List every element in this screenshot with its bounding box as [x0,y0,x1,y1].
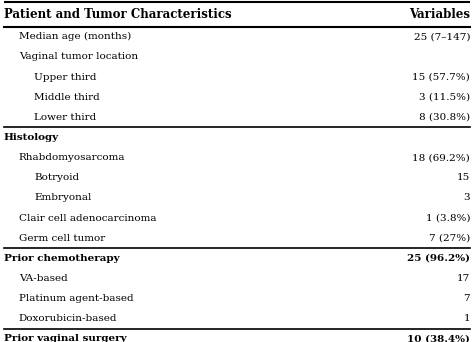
Text: 7 (27%): 7 (27%) [429,234,470,243]
Text: 8 (30.8%): 8 (30.8%) [419,113,470,122]
Text: Median age (months): Median age (months) [19,32,131,41]
Text: Variables: Variables [409,8,470,21]
Text: Histology: Histology [4,133,59,142]
Text: 17: 17 [457,274,470,283]
Text: VA-based: VA-based [19,274,68,283]
Text: Botryoid: Botryoid [34,173,79,182]
Text: 18 (69.2%): 18 (69.2%) [412,153,470,162]
Text: Prior chemotherapy: Prior chemotherapy [4,254,119,263]
Text: Doxorubicin-based: Doxorubicin-based [19,314,118,323]
Text: 25 (96.2%): 25 (96.2%) [407,254,470,263]
Text: Clair cell adenocarcinoma: Clair cell adenocarcinoma [19,213,156,223]
Text: 15: 15 [457,173,470,182]
Text: 3 (11.5%): 3 (11.5%) [419,93,470,102]
Text: 25 (7–147): 25 (7–147) [414,32,470,41]
Text: 10 (38.4%): 10 (38.4%) [407,334,470,342]
Text: Upper third: Upper third [34,73,97,81]
Text: Platinum agent-based: Platinum agent-based [19,294,134,303]
Text: Middle third: Middle third [34,93,100,102]
Text: Prior vaginal surgery: Prior vaginal surgery [4,334,127,342]
Text: 1 (3.8%): 1 (3.8%) [426,213,470,223]
Text: Embryonal: Embryonal [34,193,91,202]
Text: Patient and Tumor Characteristics: Patient and Tumor Characteristics [4,8,231,21]
Text: Vaginal tumor location: Vaginal tumor location [19,52,138,62]
Text: 3: 3 [464,193,470,202]
Text: 15 (57.7%): 15 (57.7%) [412,73,470,81]
Text: 7: 7 [464,294,470,303]
Text: Lower third: Lower third [34,113,96,122]
Text: Rhabdomyosarcoma: Rhabdomyosarcoma [19,153,126,162]
Text: 1: 1 [464,314,470,323]
Text: Germ cell tumor: Germ cell tumor [19,234,105,243]
